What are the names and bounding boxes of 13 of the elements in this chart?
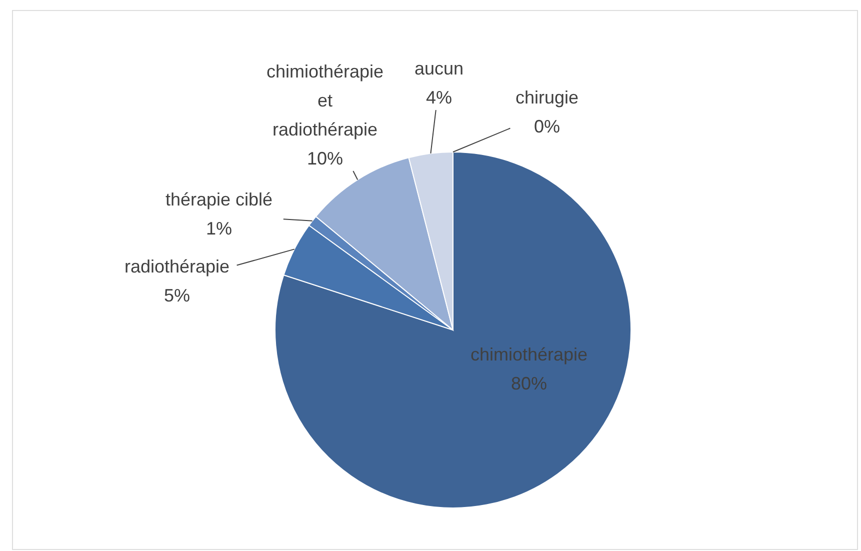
text: 0% bbox=[534, 116, 560, 136]
data-label: 10% bbox=[306, 148, 344, 168]
slice-label: chimiothérapie bbox=[470, 344, 588, 364]
pie-slice bbox=[274, 152, 632, 508]
data-label: 1% bbox=[206, 218, 232, 238]
slice-label: thérapie ciblé bbox=[165, 190, 273, 210]
category-label: chirugie bbox=[515, 88, 579, 108]
slice-label: aucun bbox=[414, 58, 464, 78]
slice-label: radiothérapie bbox=[124, 256, 230, 276]
data-label: 4% bbox=[426, 88, 452, 108]
data-label: 80% bbox=[510, 374, 548, 394]
slice-label: chimiothérapie et radiothérapie bbox=[266, 62, 384, 140]
data-label: 5% bbox=[164, 286, 190, 306]
